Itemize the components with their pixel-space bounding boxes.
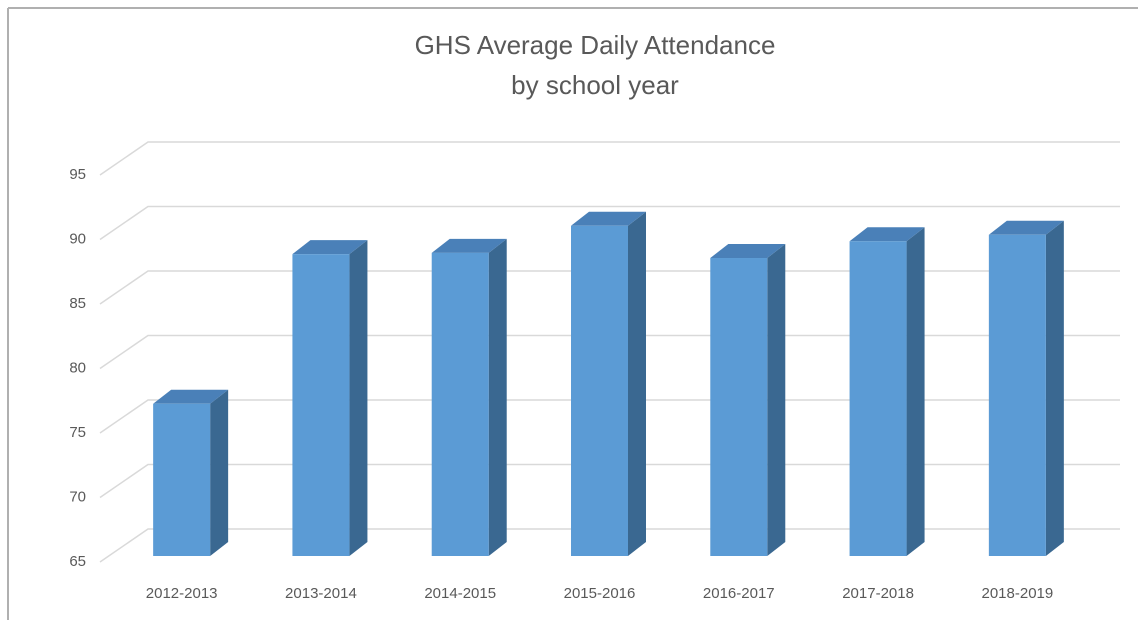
bar-top [153, 389, 229, 404]
y-tick-label: 70 [69, 488, 86, 505]
y-tick-label: 65 [69, 553, 86, 570]
bar-top [710, 244, 786, 259]
bar-top [292, 240, 368, 255]
x-tick-label: 2015-2016 [564, 585, 636, 602]
bar-side [906, 227, 925, 557]
x-tick-label: 2016-2017 [703, 585, 775, 602]
bar-top [988, 220, 1064, 235]
chart-subtitle: by school year [511, 70, 679, 100]
x-tick-label: 2013-2014 [285, 585, 357, 602]
bar-side [1045, 220, 1064, 557]
bar [292, 254, 350, 556]
x-tick-label: 2017-2018 [842, 585, 914, 602]
bar [988, 234, 1046, 557]
bar-side [210, 389, 229, 556]
x-tick-label: 2014-2015 [424, 585, 496, 602]
grid-line [99, 270, 1120, 305]
bar-side [767, 244, 786, 556]
y-tick-label: 90 [69, 230, 86, 247]
bar-top [431, 238, 507, 253]
grid-line [99, 463, 1120, 499]
bar [153, 403, 211, 556]
bar [571, 225, 628, 556]
y-tick-label: 80 [69, 359, 86, 376]
y-tick-label: 85 [69, 295, 86, 312]
y-tick-label: 95 [69, 166, 86, 183]
grid-line [99, 399, 1120, 434]
bar-side [349, 240, 368, 556]
x-tick-label: 2018-2019 [981, 585, 1053, 602]
grid-line [99, 205, 1120, 241]
bar-side [628, 211, 646, 556]
x-tick-label: 2012-2013 [146, 585, 218, 602]
grid-line [99, 141, 1120, 176]
bar [849, 241, 907, 557]
bar-top [571, 211, 646, 226]
bar-top [849, 227, 925, 242]
grid-line [99, 334, 1120, 370]
y-tick-label: 75 [69, 424, 86, 441]
chart-title: GHS Average Daily Attendance [415, 30, 776, 60]
bar-side [488, 238, 507, 556]
grid-line [99, 528, 1120, 563]
bar [710, 258, 768, 556]
bar [431, 252, 489, 556]
